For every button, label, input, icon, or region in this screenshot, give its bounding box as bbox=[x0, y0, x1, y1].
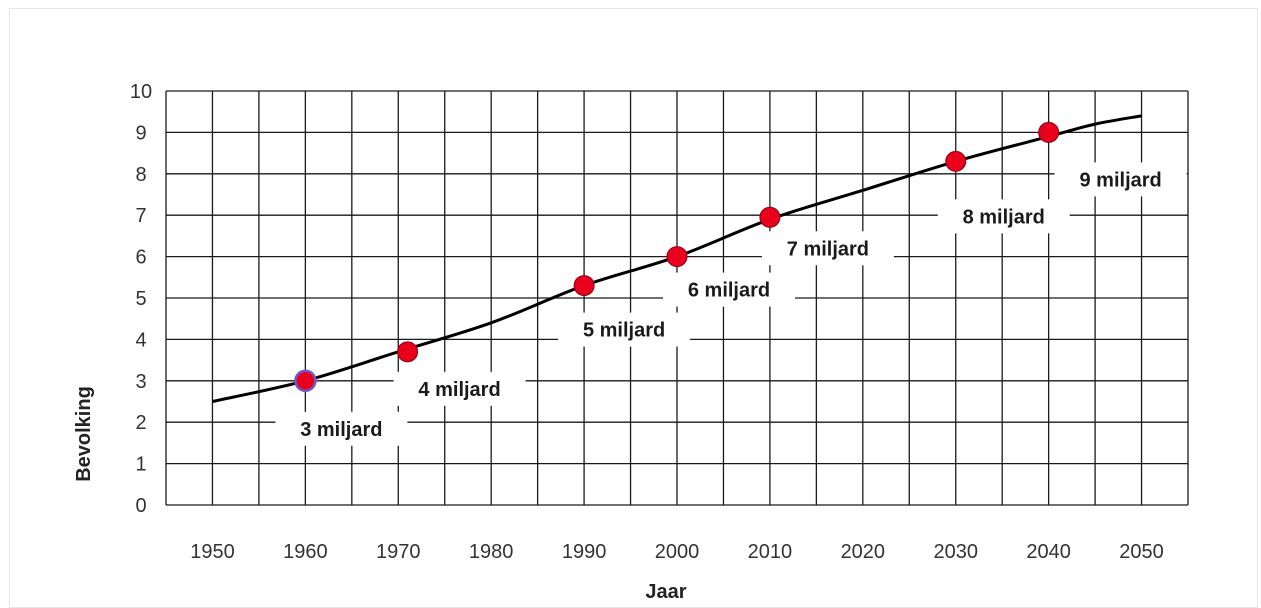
x-tick-label: 2030 bbox=[933, 541, 978, 563]
data-point bbox=[397, 341, 419, 363]
point-label-background bbox=[275, 411, 408, 446]
y-tick-label: 0 bbox=[135, 495, 146, 517]
y-tick-label: 6 bbox=[135, 247, 146, 269]
point-label: 7 miljard bbox=[787, 238, 869, 260]
point-label-background bbox=[393, 371, 526, 406]
x-tick-label: 1990 bbox=[562, 541, 607, 563]
data-point bbox=[759, 206, 781, 228]
x-tick-label: 1970 bbox=[376, 541, 421, 563]
point-label-background bbox=[558, 312, 691, 347]
data-point bbox=[1038, 121, 1060, 143]
y-tick-label: 5 bbox=[135, 288, 146, 310]
y-tick-label: 7 bbox=[135, 205, 146, 227]
x-axis-title: Jaar bbox=[645, 581, 686, 603]
point-label: 8 miljard bbox=[963, 206, 1045, 228]
point-label: 5 miljard bbox=[583, 320, 665, 342]
point-label: 9 miljard bbox=[1080, 169, 1162, 191]
y-tick-label: 9 bbox=[135, 122, 146, 144]
data-point bbox=[666, 246, 688, 268]
y-tick-label: 1 bbox=[135, 454, 146, 476]
point-label: 6 miljard bbox=[688, 280, 770, 302]
point-label-background bbox=[937, 199, 1070, 234]
y-tick-labels: 0 1 2 3 4 5 6 7 8 9 10 bbox=[130, 81, 152, 517]
x-tick-label: 1950 bbox=[190, 541, 235, 563]
y-tick-label: 8 bbox=[135, 164, 146, 186]
y-tick-label: 2 bbox=[135, 412, 146, 434]
x-tick-labels: 1950 1960 1970 1980 1990 2000 2010 2020 2030 2040… bbox=[190, 541, 1164, 563]
x-tick-label: 1980 bbox=[469, 541, 514, 563]
point-label: 3 miljard bbox=[300, 419, 382, 441]
y-tick-label: 3 bbox=[135, 371, 146, 393]
x-tick-label: 2050 bbox=[1119, 541, 1164, 563]
x-tick-label: 2020 bbox=[841, 541, 886, 563]
x-tick-label: 1960 bbox=[283, 541, 328, 563]
x-tick-label: 2040 bbox=[1026, 541, 1071, 563]
y-axis-title: Bevolking bbox=[73, 386, 95, 482]
x-tick-label: 2000 bbox=[655, 541, 700, 563]
data-point bbox=[294, 369, 317, 393]
point-label-background bbox=[761, 231, 894, 266]
point-label-background bbox=[663, 272, 795, 307]
y-tick-label: 10 bbox=[130, 81, 152, 103]
data-points bbox=[294, 121, 1060, 393]
data-point bbox=[945, 150, 967, 172]
point-labels: 3 miljard 4 miljard 5 miljard 6 miljard 7 mi… bbox=[275, 162, 1187, 446]
point-label-background bbox=[1054, 162, 1187, 197]
data-point bbox=[573, 275, 595, 297]
point-label: 4 miljard bbox=[418, 379, 500, 401]
y-tick-label: 4 bbox=[135, 329, 146, 351]
x-tick-label: 2010 bbox=[748, 541, 793, 563]
